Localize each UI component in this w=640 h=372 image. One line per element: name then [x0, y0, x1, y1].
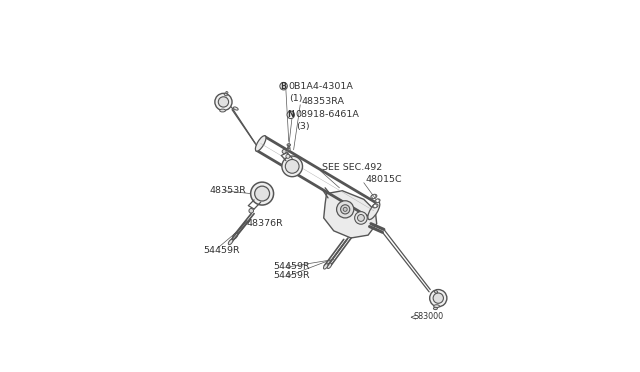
- Circle shape: [433, 293, 444, 303]
- Circle shape: [376, 199, 380, 202]
- Circle shape: [287, 273, 290, 277]
- Circle shape: [282, 150, 286, 154]
- Ellipse shape: [323, 264, 328, 269]
- Circle shape: [337, 201, 354, 218]
- Text: 0B1A4-4301A: 0B1A4-4301A: [288, 82, 353, 91]
- Circle shape: [282, 156, 303, 177]
- Polygon shape: [324, 191, 377, 238]
- Ellipse shape: [232, 233, 238, 239]
- Circle shape: [249, 208, 253, 213]
- Circle shape: [287, 111, 294, 119]
- Ellipse shape: [220, 109, 225, 112]
- Text: 54459R: 54459R: [204, 246, 240, 255]
- Circle shape: [215, 93, 232, 110]
- Text: 48015C: 48015C: [365, 175, 402, 184]
- Circle shape: [372, 195, 376, 198]
- Ellipse shape: [327, 263, 332, 269]
- Circle shape: [343, 207, 347, 211]
- Circle shape: [251, 182, 273, 205]
- Circle shape: [287, 148, 290, 151]
- Circle shape: [355, 212, 367, 224]
- Ellipse shape: [228, 239, 233, 245]
- Circle shape: [358, 215, 364, 221]
- Circle shape: [287, 265, 290, 268]
- Circle shape: [218, 97, 228, 107]
- Ellipse shape: [226, 92, 228, 93]
- Text: 54459R: 54459R: [273, 262, 310, 271]
- Circle shape: [429, 289, 447, 307]
- Circle shape: [340, 205, 350, 214]
- Text: B: B: [280, 82, 287, 91]
- Text: 48353R: 48353R: [209, 186, 246, 195]
- Ellipse shape: [287, 144, 291, 146]
- Ellipse shape: [435, 291, 438, 293]
- Text: 54459R: 54459R: [273, 271, 310, 280]
- Text: (3): (3): [296, 122, 310, 131]
- Circle shape: [285, 160, 299, 173]
- Ellipse shape: [255, 136, 266, 151]
- Text: (1): (1): [289, 94, 302, 103]
- Ellipse shape: [287, 146, 290, 150]
- Text: 48353RA: 48353RA: [301, 97, 345, 106]
- Text: <: <: [409, 312, 415, 321]
- Ellipse shape: [375, 199, 380, 203]
- Circle shape: [374, 204, 377, 208]
- Ellipse shape: [368, 202, 380, 219]
- Ellipse shape: [371, 194, 377, 199]
- Text: N: N: [287, 110, 294, 119]
- Ellipse shape: [372, 204, 378, 208]
- Ellipse shape: [234, 107, 238, 110]
- Ellipse shape: [224, 93, 227, 96]
- Circle shape: [286, 154, 290, 158]
- Text: S83000: S83000: [414, 312, 444, 321]
- Text: SEE SEC.492: SEE SEC.492: [323, 163, 383, 172]
- Circle shape: [255, 186, 269, 201]
- Text: 08918-6461A: 08918-6461A: [295, 110, 359, 119]
- Circle shape: [280, 83, 287, 90]
- Text: 48376R: 48376R: [246, 219, 283, 228]
- Ellipse shape: [434, 305, 440, 308]
- Ellipse shape: [433, 307, 437, 310]
